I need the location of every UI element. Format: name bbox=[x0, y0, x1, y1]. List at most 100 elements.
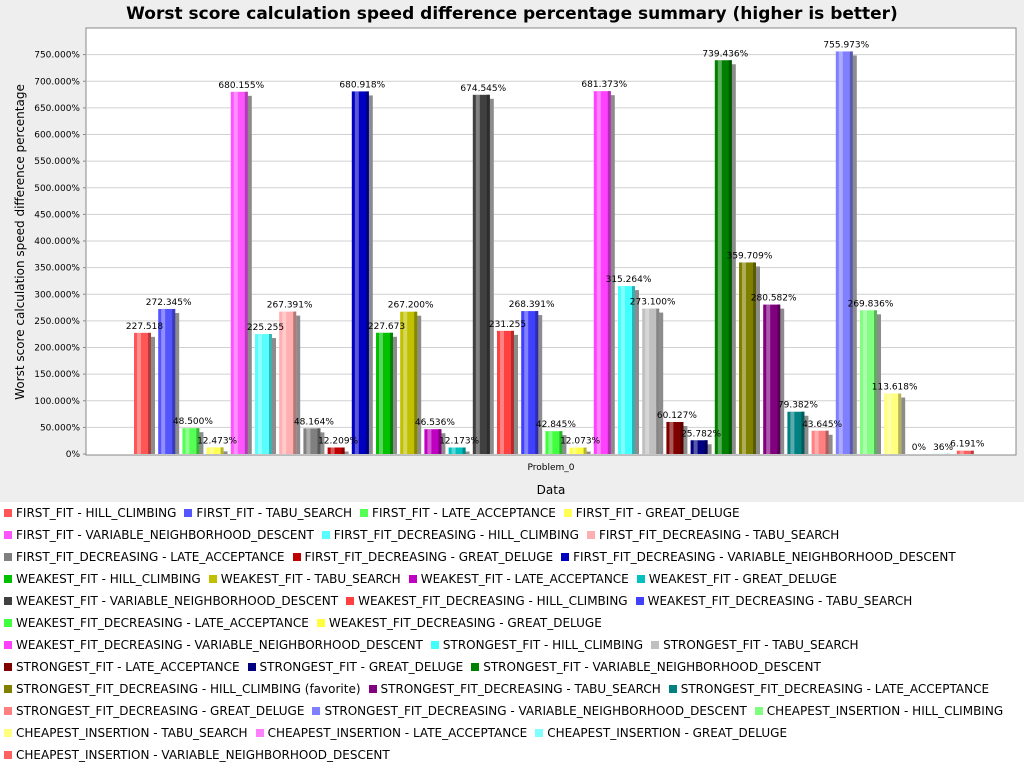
legend-label: FIRST_FIT - HILL_CLIMBING bbox=[16, 506, 177, 520]
y-tick-label: 700.000% bbox=[34, 77, 80, 87]
bar-value-label: 36% bbox=[933, 443, 953, 453]
bar-highlight bbox=[451, 447, 456, 454]
legend-label: FIRST_FIT_DECREASING - HILL_CLIMBING bbox=[333, 528, 579, 542]
y-tick-label: 650.000% bbox=[34, 104, 80, 114]
bar-value-label: 273.100% bbox=[630, 298, 676, 308]
bar-edge bbox=[656, 308, 660, 454]
y-tick-label: 250.000% bbox=[34, 317, 80, 327]
legend-swatch bbox=[4, 751, 12, 759]
legend-row: CHEAPEST_INSERTION - TABU_SEARCH CHEAPEST… bbox=[0, 722, 1024, 744]
legend-swatch bbox=[346, 597, 355, 605]
bar-value-label: 315.264% bbox=[606, 275, 652, 285]
bar-edge bbox=[486, 94, 490, 455]
bar-value-label: 268.391% bbox=[509, 300, 555, 310]
y-tick-label: 450.000% bbox=[34, 210, 80, 220]
legend-label: CHEAPEST_INSERTION - TABU_SEARCH bbox=[16, 726, 248, 740]
bar bbox=[448, 447, 466, 454]
legend-item: FIRST_FIT - TABU_SEARCH bbox=[184, 502, 352, 524]
bar-edge bbox=[559, 431, 563, 454]
y-tick-label: 150.000% bbox=[34, 370, 80, 380]
bar-edge bbox=[511, 330, 514, 454]
bar bbox=[303, 428, 321, 454]
legend-label: WEAKEST_FIT_DECREASING - VARIABLE_NEIGHB… bbox=[16, 638, 423, 652]
legend-item: CHEAPEST_INSERTION - TABU_SEARCH bbox=[4, 722, 248, 744]
bar-edge bbox=[777, 304, 781, 454]
legend-label: STRONGEST_FIT_DECREASING - TABU_SEARCH bbox=[380, 682, 661, 696]
bar-value-label: 46.536% bbox=[415, 418, 455, 428]
bar-value-label: 227.518 bbox=[126, 322, 163, 332]
legend-swatch bbox=[368, 685, 377, 693]
x-axis-label: Data bbox=[537, 483, 566, 497]
bar-value-label: 113.618% bbox=[872, 382, 918, 392]
bar-edge bbox=[753, 262, 756, 454]
bar-edge bbox=[898, 393, 902, 454]
bar-value-label: 680.918% bbox=[339, 80, 385, 90]
legend-label: STRONGEST_FIT - LATE_ACCEPTANCE bbox=[16, 660, 240, 674]
bar bbox=[593, 91, 611, 454]
bar-edge bbox=[874, 310, 877, 454]
legend-label: STRONGEST_FIT - HILL_CLIMBING bbox=[442, 638, 644, 652]
legend-item: STRONGEST_FIT_DECREASING - TABU_SEARCH bbox=[368, 678, 661, 700]
bar-highlight bbox=[427, 429, 432, 454]
x-category-label: Problem_0 bbox=[527, 463, 574, 473]
bar-highlight bbox=[475, 94, 480, 455]
y-axis-label: Worst score calculation speed difference… bbox=[13, 84, 27, 400]
bar-edge bbox=[825, 430, 829, 454]
bar bbox=[811, 430, 829, 454]
legend-row: WEAKEST_FIT_DECREASING - LATE_ACCEPTANCE… bbox=[0, 612, 1024, 634]
bar bbox=[472, 94, 490, 455]
bar-value-label: 25.782% bbox=[681, 429, 721, 439]
bar-highlight bbox=[572, 447, 577, 454]
bar-value-label: 0% bbox=[912, 443, 927, 453]
bar-highlight bbox=[596, 91, 601, 454]
legend-label: STRONGEST_FIT_DECREASING - LATE_ACCEPTAN… bbox=[680, 682, 990, 696]
bar-highlight bbox=[548, 431, 553, 454]
legend-swatch bbox=[4, 663, 12, 671]
legend-item: WEAKEST_FIT_DECREASING - VARIABLE_NEIGHB… bbox=[4, 634, 423, 656]
bar bbox=[376, 332, 393, 454]
bar-highlight bbox=[524, 311, 529, 454]
legend-item: STRONGEST_FIT - GREAT_DELUGE bbox=[247, 656, 464, 678]
legend-swatch bbox=[668, 685, 677, 693]
legend-swatch bbox=[563, 509, 572, 517]
bar-value-label: 48.500% bbox=[173, 417, 213, 427]
legend-row: FIRST_FIT_DECREASING - LATE_ACCEPTANCE FI… bbox=[0, 546, 1024, 568]
legend-label: STRONGEST_FIT - GREAT_DELUGE bbox=[259, 660, 464, 674]
y-tick-label: 550.000% bbox=[34, 157, 80, 167]
bar-highlight bbox=[330, 447, 335, 454]
legend-label: STRONGEST_FIT - VARIABLE_NEIGHBORHOOD_DE… bbox=[483, 660, 821, 674]
bar bbox=[424, 429, 442, 454]
legend-swatch bbox=[4, 575, 12, 583]
legend-label: FIRST_FIT_DECREASING - VARIABLE_NEIGHBOR… bbox=[573, 550, 956, 564]
legend-label: WEAKEST_FIT - GREAT_DELUGE bbox=[648, 572, 837, 586]
legend-swatch bbox=[586, 531, 595, 539]
bar bbox=[279, 311, 297, 454]
legend-item: CHEAPEST_INSERTION - GREAT_DELUGE bbox=[535, 722, 787, 744]
bar-highlight bbox=[500, 330, 504, 454]
bar-highlight bbox=[185, 428, 190, 454]
legend-item: STRONGEST_FIT_DECREASING - GREAT_DELUGE bbox=[4, 700, 304, 722]
bar-highlight bbox=[137, 332, 141, 454]
legend-item: WEAKEST_FIT_DECREASING - GREAT_DELUGE bbox=[316, 612, 602, 634]
bar-value-label: 272.345% bbox=[146, 298, 192, 308]
bar-value-label: 267.391% bbox=[267, 301, 313, 311]
bar-highlight bbox=[669, 421, 674, 454]
bar-value-label: 79.382% bbox=[778, 401, 818, 411]
bar-value-label: 12.209% bbox=[318, 436, 358, 446]
legend-item: STRONGEST_FIT_DECREASING - HILL_CLIMBING… bbox=[4, 678, 361, 700]
bar-highlight bbox=[379, 332, 383, 454]
legend-swatch bbox=[4, 619, 12, 627]
legend-item: FIRST_FIT - HILL_CLIMBING bbox=[4, 502, 176, 524]
legend-item: FIRST_FIT_DECREASING - HILL_CLIMBING bbox=[321, 524, 579, 546]
legend-label: STRONGEST_FIT_DECREASING - GREAT_DELUGE bbox=[16, 704, 305, 718]
legend-swatch bbox=[255, 729, 264, 737]
legend-swatch bbox=[321, 531, 330, 539]
legend-row: STRONGEST_FIT_DECREASING - HILL_CLIMBING… bbox=[0, 678, 1024, 700]
bar bbox=[230, 91, 248, 455]
bar-edge bbox=[849, 51, 853, 455]
legend-swatch bbox=[360, 509, 369, 517]
bar-edge bbox=[704, 440, 708, 454]
bar bbox=[642, 308, 660, 454]
legend-swatch bbox=[636, 575, 645, 583]
bar bbox=[134, 332, 151, 454]
